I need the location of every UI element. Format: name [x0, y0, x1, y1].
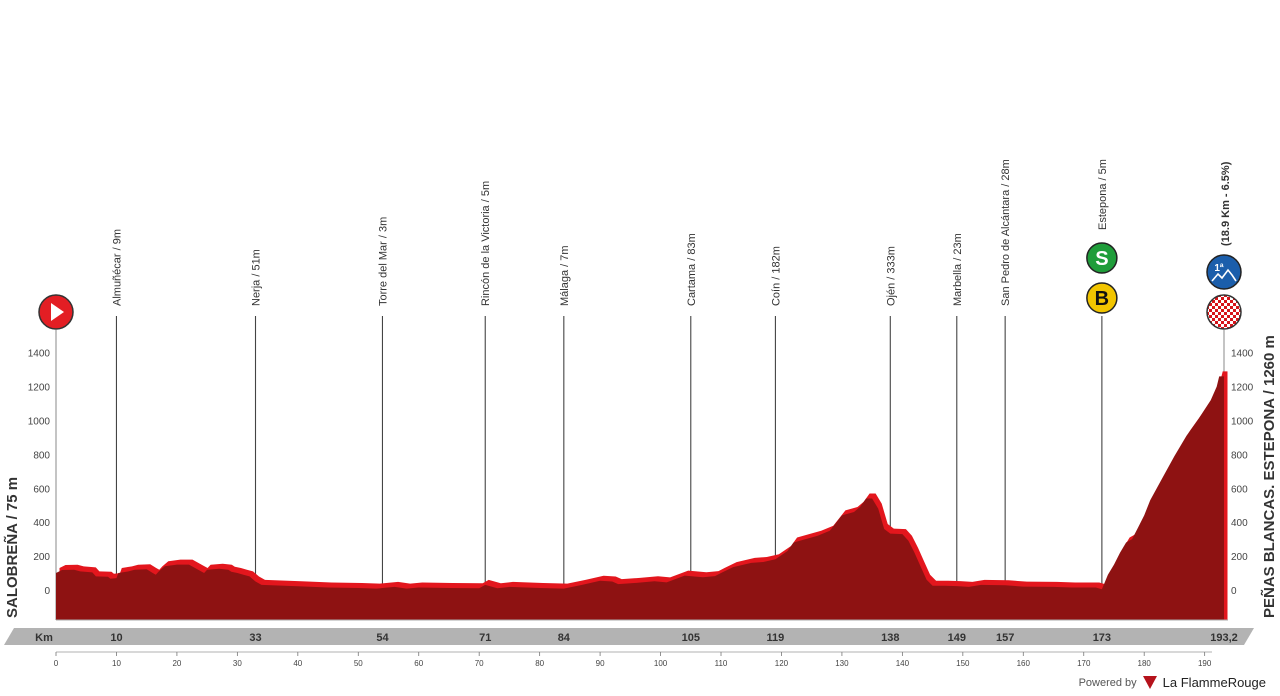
x-minor-label-40: 40 — [293, 659, 302, 668]
y-tick-right-400: 400 — [1231, 518, 1248, 529]
km-key-label-2: 54 — [376, 632, 389, 644]
km-key-label-3: 71 — [479, 632, 491, 644]
y-tick-right-600: 600 — [1231, 484, 1248, 495]
x-minor-label-80: 80 — [535, 659, 544, 668]
km-key-label-8: 149 — [948, 632, 966, 644]
km-key-labels: 10 33 54 71 84 105 119 138 149 157 173 193,2 — [110, 632, 1237, 644]
powered-by-text: Powered by — [1078, 676, 1137, 689]
climb-marker: 1ª — [1206, 254, 1242, 290]
x-minor-label-20: 20 — [172, 659, 181, 668]
finish-marker — [1206, 294, 1242, 330]
waypoint-label-10: Estepona / 5m — [1097, 159, 1109, 230]
sprint-marker: S — [1086, 242, 1118, 274]
km-key-label-6: 119 — [767, 632, 785, 644]
x-minor-label-120: 120 — [775, 659, 789, 668]
y-tick-right-1200: 1200 — [1231, 383, 1254, 394]
waypoint-label-6: Coín / 182m — [770, 246, 782, 306]
y-tick-right-1000: 1000 — [1231, 417, 1254, 428]
km-bar-label: Km — [35, 632, 53, 644]
x-minor-label-180: 180 — [1138, 659, 1152, 668]
y-tick-right-200: 200 — [1231, 552, 1248, 563]
waypoint-label-2: Torre del Mar / 3m — [377, 217, 389, 306]
x-minor-label-160: 160 — [1017, 659, 1031, 668]
footer: Powered by La FlammeRouge — [1079, 675, 1266, 690]
km-bar: Km 10 33 54 71 84 105 119 138 149 157 173 193,2 — [4, 628, 1254, 645]
x-minor-label-110: 110 — [715, 659, 728, 668]
x-minor-label-100: 100 — [654, 659, 668, 668]
brand-name: La FlammeRouge — [1162, 675, 1266, 690]
y-tick-right-1400: 1400 — [1231, 349, 1254, 360]
x-minor-label-70: 70 — [475, 659, 484, 668]
x-minor-label-10: 10 — [112, 659, 121, 668]
waypoint-label-9: San Pedro de Alcántara / 28m — [1000, 159, 1012, 306]
km-key-label-4: 84 — [558, 632, 571, 644]
y-tick-left-200: 200 — [33, 552, 50, 563]
km-key-label-11: 193,2 — [1210, 632, 1238, 644]
km-key-label-1: 33 — [249, 632, 261, 644]
start-label: SALOBREÑA / 75 m — [3, 477, 21, 618]
y-tick-right-800: 800 — [1231, 450, 1248, 461]
flamme-rouge-logo-icon — [1142, 676, 1157, 689]
x-minor-label-30: 30 — [233, 659, 242, 668]
x-minor-label-50: 50 — [354, 659, 363, 668]
waypoint-label-8: Marbella / 23m — [952, 233, 964, 306]
waypoint-label-4: Málaga / 7m — [559, 245, 571, 306]
x-minor-label-140: 140 — [896, 659, 910, 668]
climb-category: 1ª — [1214, 263, 1224, 274]
km-key-label-7: 138 — [881, 632, 899, 644]
y-tick-left-1200: 1200 — [28, 383, 51, 394]
bonus-marker: B — [1086, 282, 1118, 314]
sprint-marker-circle — [1086, 242, 1118, 274]
profile-area — [56, 371, 1228, 621]
waypoint-label-1: Nerja / 51m — [251, 249, 263, 306]
x-axis-minor: 0 10 20 30 40 50 60 70 80 90 100 110 120 130 140 150 160… — [54, 651, 1212, 668]
km-bar-background — [4, 628, 1254, 645]
mountain-icon — [1211, 268, 1237, 282]
bonus-marker-circle — [1086, 282, 1118, 314]
waypoint-label-11: (18.9 Km - 6.5%) — [1220, 161, 1232, 246]
finish-label: PEÑAS BLANCAS. ESTEPONA / 1260 m — [1260, 335, 1278, 618]
y-tick-left-400: 400 — [33, 518, 50, 529]
y-axis-left: 0 200 400 600 800 1000 1200 1400 — [28, 349, 51, 597]
km-key-label-5: 105 — [682, 632, 700, 644]
waypoint-label-7: Ojén / 333m — [885, 246, 897, 306]
km-key-label-0: 10 — [110, 632, 122, 644]
play-icon — [51, 303, 64, 321]
waypoint-label-5: Cartama / 83m — [686, 233, 698, 306]
km-key-label-10: 173 — [1093, 632, 1111, 644]
y-tick-left-800: 800 — [33, 450, 50, 461]
y-tick-left-0: 0 — [44, 586, 50, 597]
x-minor-label-150: 150 — [956, 659, 970, 668]
km-key-label-9: 157 — [996, 632, 1014, 644]
x-minor-label-90: 90 — [596, 659, 605, 668]
climb-marker-circle — [1206, 254, 1242, 290]
x-minor-label-190: 190 — [1198, 659, 1212, 668]
profile-area-fill — [56, 376, 1224, 620]
finish-flag-icon — [1206, 294, 1242, 330]
y-axis-right: 0 200 400 600 800 1000 1200 1400 — [1231, 349, 1254, 597]
waypoint-labels: Almuñécar / 9m Nerja / 51m Torre del Mar /… — [111, 159, 1232, 306]
x-minor-label-60: 60 — [414, 659, 423, 668]
x-minor-label-130: 130 — [835, 659, 849, 668]
y-tick-right-0: 0 — [1231, 586, 1237, 597]
waypoint-label-0: Almuñécar / 9m — [111, 229, 123, 306]
x-minor-label-0: 0 — [54, 659, 59, 668]
waypoint-label-3: Rincón de la Victoria / 5m — [480, 181, 492, 306]
y-tick-left-600: 600 — [33, 484, 50, 495]
x-minor-label-170: 170 — [1077, 659, 1091, 668]
y-tick-left-1000: 1000 — [28, 417, 51, 428]
start-marker — [38, 294, 74, 330]
sprint-icon: S — [1095, 248, 1108, 270]
bonus-icon: B — [1095, 288, 1109, 310]
y-tick-left-1400: 1400 — [28, 349, 51, 360]
